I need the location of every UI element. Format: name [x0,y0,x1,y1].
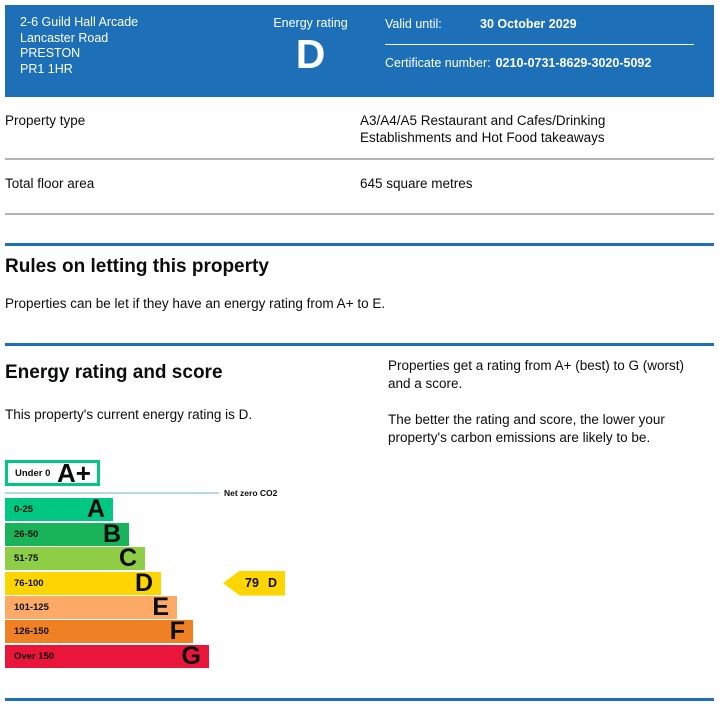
energy-rating-section: Energy rating and score This property's … [5,352,714,668]
address-line: 2-6 Guild Hall Arcade [20,15,139,29]
rating-section-left: Energy rating and score This property's … [5,352,388,668]
band-range-label: 101-125 [14,601,49,613]
valid-until-row: Valid until: 30 October 2029 [385,17,694,31]
certificate-number-row: Certificate number: 0210-0731-8629-3020-… [385,56,694,70]
net-zero-line [5,491,219,494]
band-range-label: 51-75 [14,553,39,565]
energy-rating-chart: Under 0 A+ Net zero CO2 0-25 A 26 [5,460,388,668]
band-range-label: 0-25 [14,504,34,516]
property-type-value: A3/A4/A5 Restaurant and Cafes/Drinking E… [360,113,606,145]
certificate-number-value: 0210-0731-8629-3020-5092 [495,56,652,70]
energy-rating-label: Energy rating [273,16,348,30]
epc-band-a-plus: Under 0 A+ [5,460,388,486]
current-rating-arrow: 79 D [223,570,285,596]
net-zero-label: Net zero CO2 [224,487,278,498]
current-rating-text: This property's current energy rating is… [5,407,253,422]
band-letter: E [152,592,169,621]
current-score: 79 [245,576,259,591]
current-band-letter: D [267,576,277,591]
band-range-label: 26-50 [14,528,39,540]
band-letter: C [118,544,137,573]
energy-rating-box: Energy rating D [261,5,360,97]
rating-section-right: Properties get a rating from A+ (best) t… [388,352,696,668]
epc-band-a: 0-25 A [5,495,388,524]
epc-band-d: 76-100 D 79 D [5,568,388,597]
energy-rating-value: D [295,31,326,77]
address-line: Lancaster Road [20,30,109,45]
band-range-label: 76-100 [14,577,44,589]
band-letter: G [181,641,201,670]
section-divider [5,343,714,346]
certificate-header: 2-6 Guild Hall Arcade Lancaster Road PRE… [5,5,714,97]
rules-body-text: Properties can be let if they have an en… [5,296,386,311]
total-floor-area-row: Total floor area 645 square metres [5,160,714,213]
band-range-label: 126-150 [14,626,49,638]
section-divider [5,243,714,246]
validity-box: Valid until: 30 October 2029 Certificate… [365,5,714,97]
epc-band-b: 26-50 B [5,519,388,548]
band-range-label: Over 150 [14,650,55,662]
property-type-label: Property type [5,113,86,128]
address-line: PRESTON [20,46,81,60]
band-letter: A [86,495,105,524]
divider [5,158,714,160]
band-letter: D [134,568,153,597]
property-address: 2-6 Guild Hall Arcade Lancaster Road PRE… [5,5,256,97]
rating-heading: Energy rating and score [5,362,223,383]
rules-section: Rules on letting this property Propertie… [5,255,714,312]
epc-band-c: 51-75 C [5,544,388,573]
header-divider [385,44,694,45]
band-letter: B [102,519,121,548]
total-floor-area-value: 645 square metres [360,176,473,191]
total-floor-area-label: Total floor area [5,176,95,191]
rating-info-paragraph: The better the rating and score, the low… [388,412,665,445]
valid-until-label: Valid until: [385,17,442,31]
address-line: PR1 1HR [20,61,73,76]
band-letter: F [169,617,185,646]
epc-band-f: 126-150 F [5,617,388,646]
section-divider [5,697,714,701]
valid-until-value: 30 October 2029 [480,17,577,31]
property-type-row: Property type A3/A4/A5 Restaurant and Ca… [5,97,714,158]
epc-band-g: Over 150 G [5,641,388,670]
band-letter: A+ [57,458,91,488]
net-zero-marker: Net zero CO2 [5,487,388,498]
rating-info-paragraph: Properties get a rating from A+ (best) t… [388,358,684,391]
band-range-label: Under 0 [15,467,51,479]
epc-band-e: 101-125 E [5,592,388,621]
divider [5,213,714,215]
certificate-number-label: Certificate number: [385,56,491,70]
rules-heading: Rules on letting this property [5,256,269,277]
